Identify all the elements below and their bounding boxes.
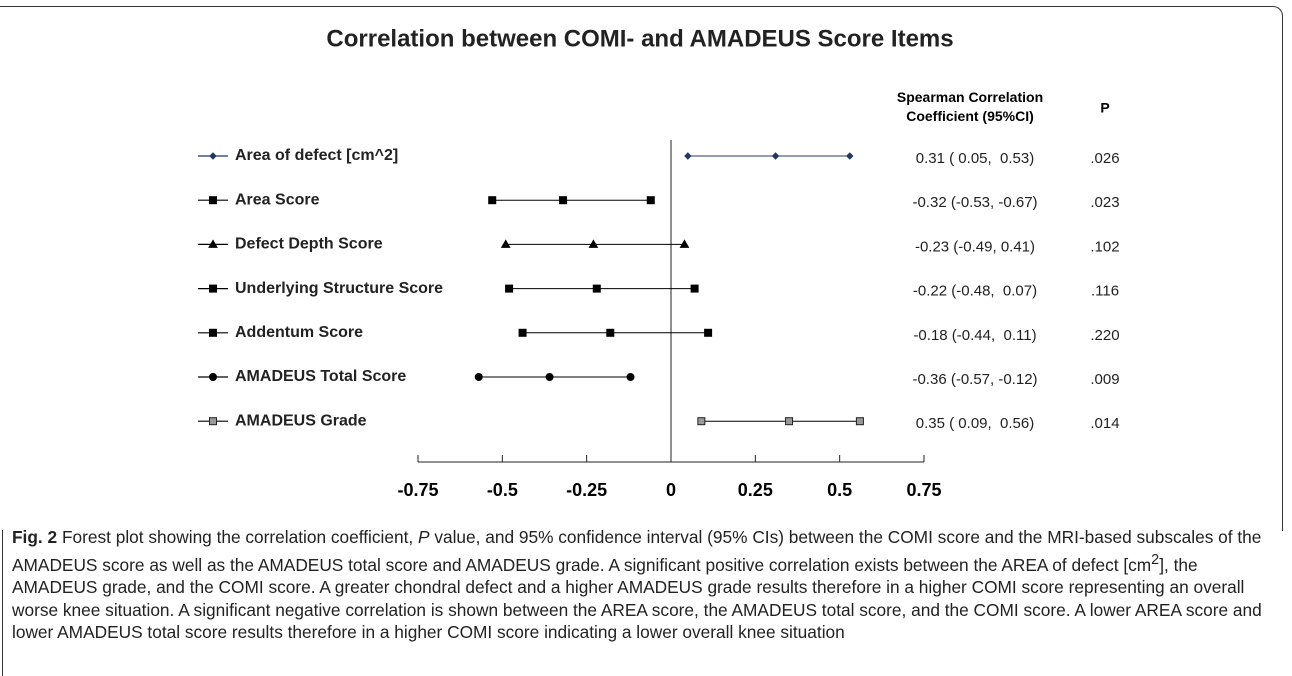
p-value: .116 bbox=[1091, 283, 1119, 300]
ci-lower-marker bbox=[474, 373, 483, 381]
ci-upper-marker bbox=[855, 417, 864, 426]
ci-upper-marker bbox=[646, 196, 655, 205]
row-label: Underlying Structure Score bbox=[235, 280, 443, 297]
p-value: .023 bbox=[1090, 194, 1119, 211]
x-tick-label: 0.5 bbox=[827, 480, 852, 500]
ci-label: -0.32 (-0.53, -0.67) bbox=[912, 194, 1037, 211]
p-value: .026 bbox=[1090, 150, 1119, 167]
x-tick-label: -0.25 bbox=[566, 480, 607, 500]
ci-label: 0.31 ( 0.05, 0.53) bbox=[916, 150, 1034, 167]
x-tick-label: -0.75 bbox=[397, 480, 438, 500]
ci-lower-marker bbox=[505, 284, 514, 293]
row-label: Area of defect [cm^2] bbox=[235, 147, 398, 164]
caption-text: Forest plot showing the correlation coef… bbox=[57, 527, 418, 547]
ci-lower-marker bbox=[500, 239, 511, 248]
estimate-marker bbox=[545, 373, 554, 381]
row-icon-marker bbox=[209, 284, 217, 293]
caption-text: P bbox=[418, 527, 430, 547]
estimate-marker bbox=[606, 328, 615, 337]
row-icon-marker bbox=[209, 417, 217, 426]
column-header-line: Coefficient (95%CI) bbox=[906, 108, 1034, 124]
ci-label: -0.18 (-0.44, 0.11) bbox=[913, 327, 1036, 344]
ci-label: -0.22 (-0.48, 0.07) bbox=[913, 283, 1037, 300]
x-tick-label: 0.25 bbox=[738, 480, 773, 500]
ci-label: 0.35 ( 0.09, 0.56) bbox=[916, 415, 1034, 432]
row-icon-marker bbox=[209, 328, 217, 337]
ci-upper-marker bbox=[690, 284, 699, 293]
ci-lower-marker bbox=[518, 328, 527, 337]
row-label: Addentum Score bbox=[235, 324, 363, 341]
caption: Fig. 2 Forest plot showing the correlati… bbox=[12, 526, 1282, 644]
row-label: Defect Depth Score bbox=[235, 236, 383, 253]
estimate-marker bbox=[588, 239, 599, 248]
x-tick-label: 0 bbox=[666, 480, 676, 500]
row-icon-marker bbox=[208, 239, 218, 248]
row-icon-marker bbox=[209, 196, 217, 205]
p-value: .220 bbox=[1090, 327, 1119, 344]
ci-lower-marker bbox=[684, 152, 692, 160]
column-header: P bbox=[1100, 100, 1109, 116]
x-tick-label: -0.5 bbox=[487, 480, 518, 500]
caption-text: ], the AMADEUS grade, and the COMI score… bbox=[12, 554, 1262, 643]
ci-upper-marker bbox=[679, 239, 690, 248]
row-icon-marker bbox=[209, 152, 217, 160]
estimate-marker bbox=[559, 196, 568, 205]
figure-frame bbox=[0, 6, 1283, 531]
caption-text: 2 bbox=[1151, 551, 1160, 568]
ci-upper-marker bbox=[846, 152, 854, 160]
caption-label: Fig. 2 bbox=[12, 527, 58, 547]
row-label: Area Score bbox=[235, 191, 320, 208]
ci-lower-marker bbox=[697, 417, 706, 426]
ci-upper-marker bbox=[704, 328, 713, 337]
estimate-marker bbox=[785, 417, 794, 426]
ci-label: -0.36 (-0.57, -0.12) bbox=[912, 371, 1037, 388]
ci-upper-marker bbox=[626, 373, 635, 381]
estimate-marker bbox=[771, 152, 780, 160]
column-header: Spearman Correlation Coefficient (95%CI) bbox=[897, 89, 1043, 124]
p-value: .014 bbox=[1090, 415, 1119, 432]
chart: Correlation between COMI- and AMADEUS Sc… bbox=[198, 25, 1120, 500]
column-header-line: Spearman Correlation bbox=[897, 89, 1043, 105]
p-value: .009 bbox=[1090, 371, 1119, 388]
row-label: AMADEUS Grade bbox=[235, 412, 367, 429]
ci-lower-marker bbox=[488, 196, 497, 205]
x-tick-label: 0.75 bbox=[906, 480, 941, 500]
caption-rule bbox=[2, 530, 3, 676]
p-value: .102 bbox=[1090, 238, 1119, 255]
estimate-marker bbox=[592, 284, 601, 293]
row-icon-marker bbox=[209, 373, 217, 381]
caption-text: value, and 95% confidence interval (95% … bbox=[12, 527, 1262, 575]
row-label: AMADEUS Total Score bbox=[235, 368, 406, 385]
chart-title: Correlation between COMI- and AMADEUS Sc… bbox=[326, 25, 953, 52]
ci-label: -0.23 (-0.49, 0.41) bbox=[915, 238, 1035, 255]
